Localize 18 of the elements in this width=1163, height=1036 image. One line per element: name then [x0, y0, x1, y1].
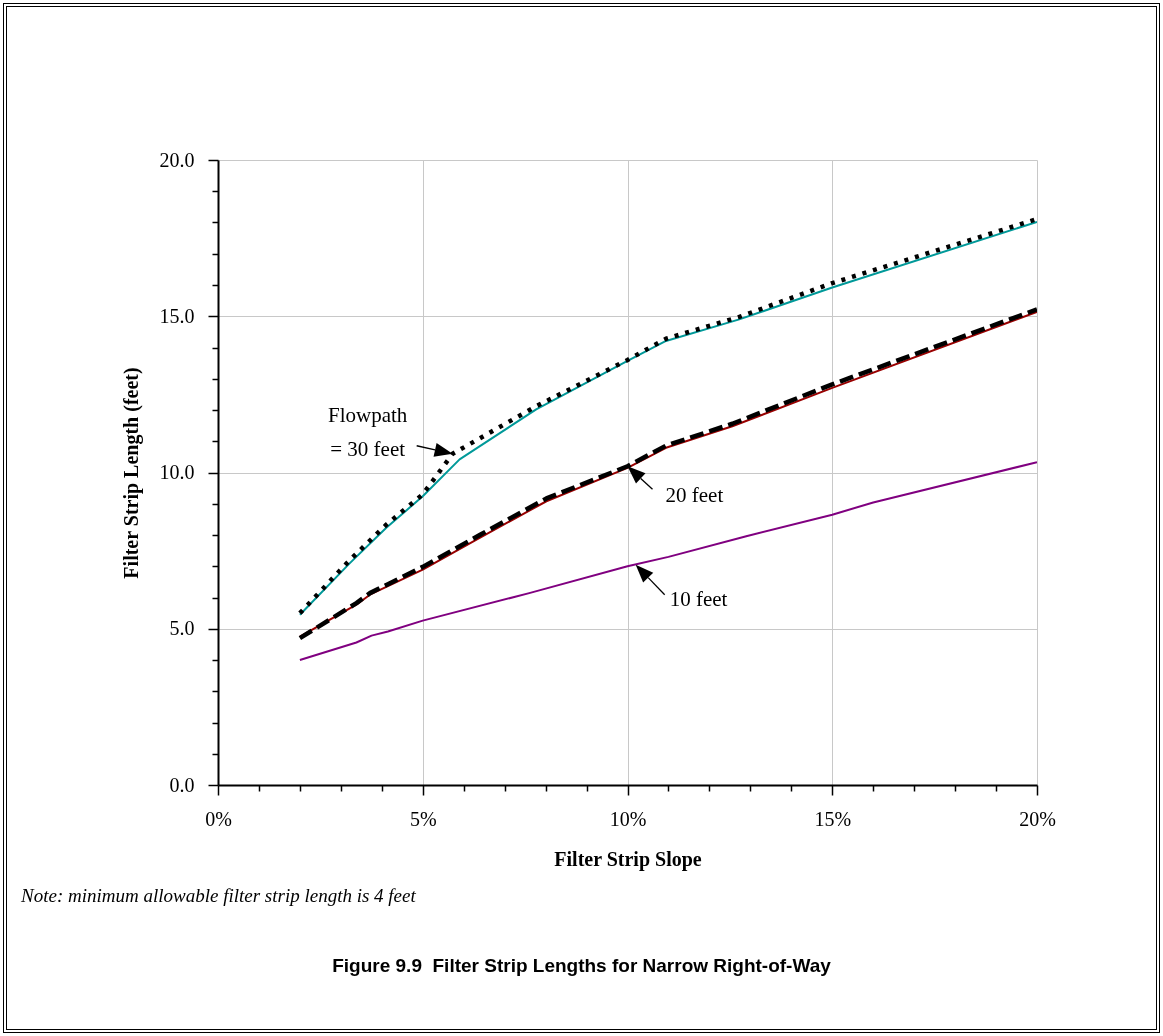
y-axis-title: Filter Strip Length (feet) — [119, 367, 143, 579]
text: Note: minimum allowable filter strip length is 4 feet — [21, 885, 416, 907]
x-tick-label: 20% — [1019, 807, 1056, 830]
y-tick-label: 20.0 — [159, 148, 195, 171]
text: Figure 9.9 Filter Strip Lengths for Narrow Right-of-Way — [331, 955, 832, 977]
x-tick-label: 5% — [409, 807, 437, 830]
annotation: 20 feet — [665, 483, 724, 508]
y-tick-label: 5.0 — [169, 617, 195, 640]
x-tick-label: 0% — [205, 807, 232, 830]
line-series — [298, 461, 1037, 661]
x-tick-label: 10% — [609, 807, 647, 830]
annotation: Flowpath = 30 feet — [327, 402, 408, 461]
y-tick-label: 10.0 — [159, 461, 195, 483]
x-tick-label: 15% — [814, 807, 852, 830]
y-tick-label: 0.0 — [169, 773, 195, 796]
annotation: 10 feet — [669, 586, 728, 611]
x-axis-title: Filter Strip Slope — [554, 847, 702, 871]
y-tick-label: 15.0 — [159, 304, 195, 327]
